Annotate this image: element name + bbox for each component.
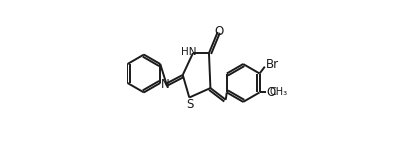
Text: N: N — [160, 78, 169, 91]
Text: O: O — [267, 86, 276, 99]
Text: O: O — [215, 25, 224, 38]
Text: CH₃: CH₃ — [270, 87, 288, 97]
Text: HN: HN — [180, 47, 196, 57]
Text: Br: Br — [266, 58, 279, 71]
Text: S: S — [186, 98, 194, 111]
